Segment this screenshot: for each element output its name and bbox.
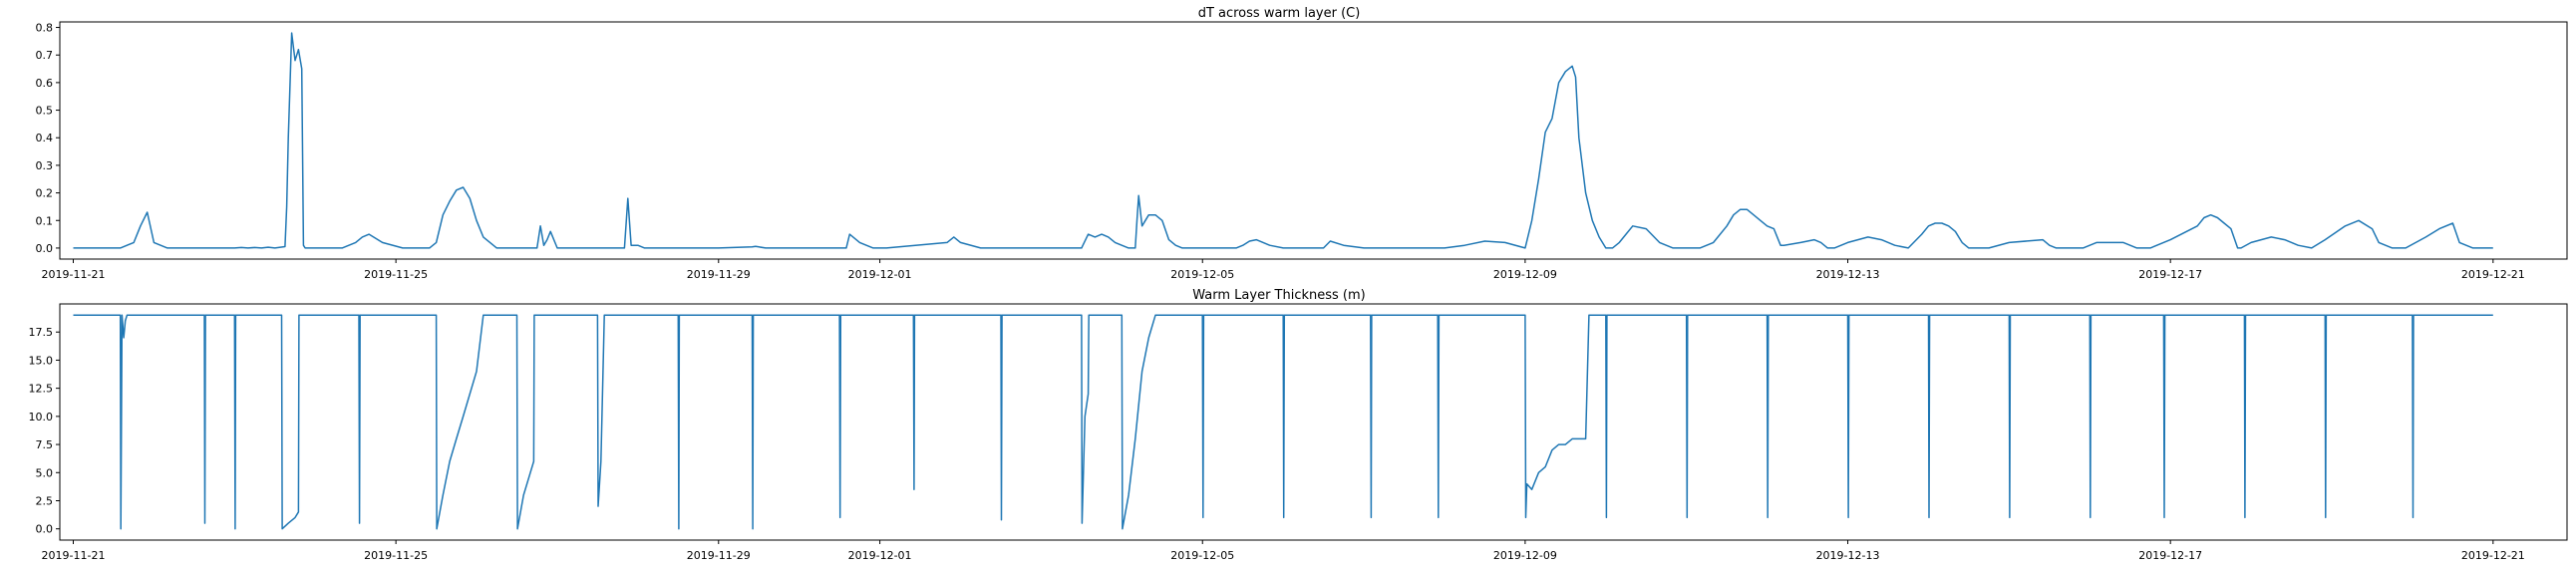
y-tick-label: 0.7 (36, 49, 54, 62)
y-tick-label: 0.3 (36, 159, 54, 172)
y-tick-label: 2.5 (36, 495, 54, 508)
x-tick-label: 2019-12-13 (1816, 549, 1880, 562)
x-tick-label: 2019-12-09 (1493, 549, 1557, 562)
y-tick-label: 0.5 (36, 105, 54, 118)
series-line-1-0 (73, 314, 2493, 530)
y-tick-label: 15.0 (29, 354, 54, 367)
chart-panel-dt: dT across warm layer (C) 0.0 0.1 0.2 0.3 0.4… (36, 6, 2568, 281)
chart-panel-thickness: Warm Layer Thickness (m) 0.0 2.5 5.0 7.5 10.… (29, 288, 2568, 562)
plot-area-dt: 0.0 0.1 0.2 0.3 0.4 0.5 0.6 0.7 0.8 2019-11-21 201… (36, 21, 2568, 281)
x-tick-label: 2019-11-29 (687, 549, 751, 562)
axes-frame-1 (59, 303, 2568, 541)
y-tick-label: 0.2 (36, 187, 54, 200)
y-tick-label: 7.5 (36, 438, 54, 451)
y-tick-label: 17.5 (29, 326, 54, 339)
x-tick-label: 2019-12-01 (848, 268, 912, 281)
y-tick-label: 0.6 (36, 77, 54, 90)
x-tick-label: 2019-12-21 (2461, 549, 2525, 562)
y-tick-label: 10.0 (29, 411, 54, 424)
panel-title-thickness: Warm Layer Thickness (m) (1192, 288, 1365, 303)
y-tick-label: 0.0 (36, 242, 54, 255)
x-tick-label: 2019-11-25 (364, 268, 428, 281)
x-tick-label: 2019-12-09 (1493, 268, 1557, 281)
x-tick-label: 2019-12-13 (1816, 268, 1880, 281)
series-line-0-0 (73, 32, 2493, 249)
x-tick-label: 2019-12-05 (1170, 549, 1234, 562)
x-tick-label: 2019-12-05 (1170, 268, 1234, 281)
y-tick-label: 0.4 (36, 132, 54, 144)
x-tick-label: 2019-12-17 (2138, 549, 2202, 562)
axes-frame-0 (59, 21, 2568, 260)
x-tick-label: 2019-11-25 (364, 549, 428, 562)
x-tick-label: 2019-12-01 (848, 549, 912, 562)
x-tick-label: 2019-11-29 (687, 268, 751, 281)
panel-title-dt: dT across warm layer (C) (1198, 6, 1361, 21)
x-tick-label: 2019-12-21 (2461, 268, 2525, 281)
plot-area-thickness: 0.0 2.5 5.0 7.5 10.0 12.5 15.0 17.5 2019-11-21 20… (29, 303, 2568, 562)
x-tick-label: 2019-11-21 (42, 549, 106, 562)
y-tick-label: 12.5 (29, 383, 54, 396)
y-tick-label: 0.1 (36, 214, 54, 227)
y-tick-label: 5.0 (36, 466, 54, 479)
y-tick-label: 0.0 (36, 523, 54, 536)
x-tick-label: 2019-11-21 (42, 268, 106, 281)
x-tick-label: 2019-12-17 (2138, 268, 2202, 281)
y-tick-label: 0.8 (36, 22, 54, 35)
